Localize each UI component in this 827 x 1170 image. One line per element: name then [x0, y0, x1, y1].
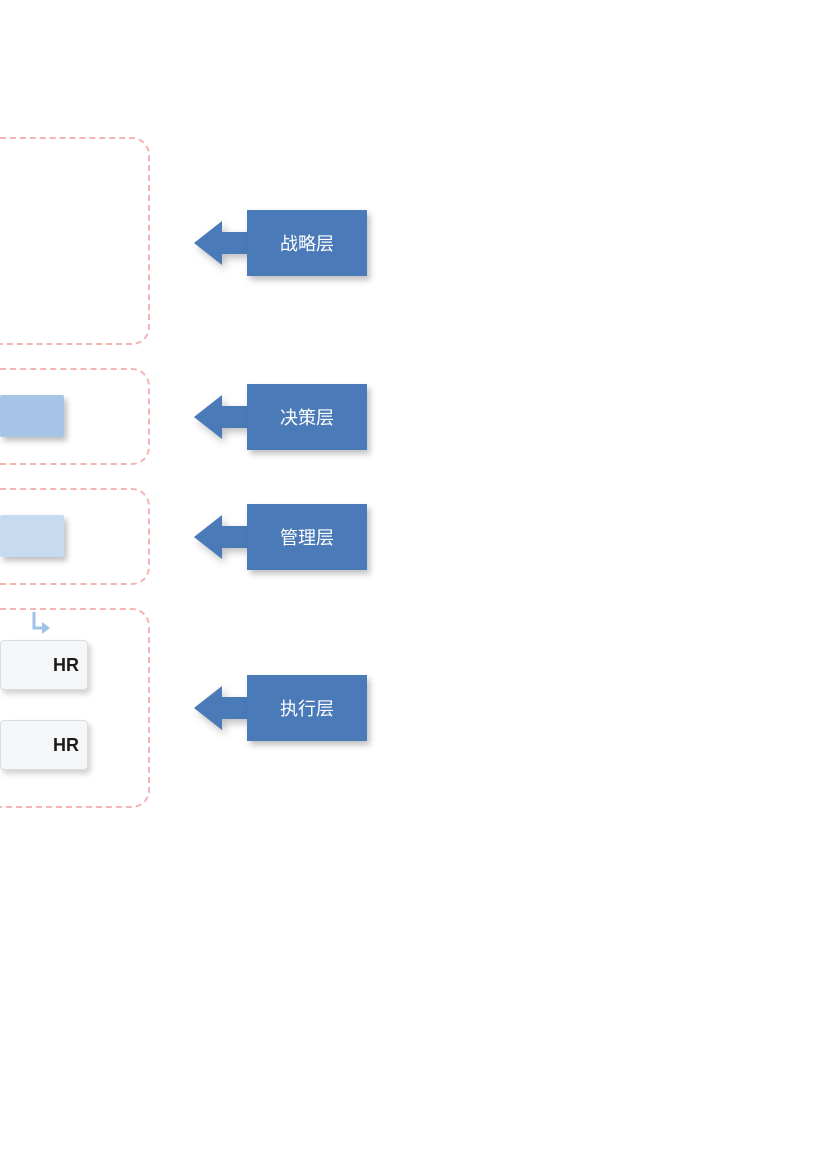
- label-manage: 管理层: [247, 504, 367, 570]
- decision-node: [0, 395, 64, 437]
- label-manage-text: 管理层: [280, 524, 334, 550]
- connector-icon: [30, 612, 54, 640]
- arrow-strategy: [194, 221, 248, 270]
- arrow-execute: [194, 686, 248, 735]
- diagram-stage: HR HR 战略层 决策层 管理层 执行层: [0, 0, 827, 1170]
- manage-node: [0, 515, 64, 557]
- dashed-region-strategy: [0, 137, 150, 345]
- arrow-manage: [194, 515, 248, 564]
- label-decision-text: 决策层: [280, 404, 334, 430]
- label-strategy: 战略层: [247, 210, 367, 276]
- label-execute: 执行层: [247, 675, 367, 741]
- label-execute-text: 执行层: [280, 695, 334, 721]
- hr-box-1: HR: [0, 640, 88, 690]
- hr-box-2: HR: [0, 720, 88, 770]
- hr-box-1-label: HR: [53, 655, 79, 676]
- label-decision: 决策层: [247, 384, 367, 450]
- dashed-region-execute: [0, 608, 150, 808]
- hr-box-2-label: HR: [53, 735, 79, 756]
- label-strategy-text: 战略层: [280, 230, 334, 256]
- arrow-decision: [194, 395, 248, 444]
